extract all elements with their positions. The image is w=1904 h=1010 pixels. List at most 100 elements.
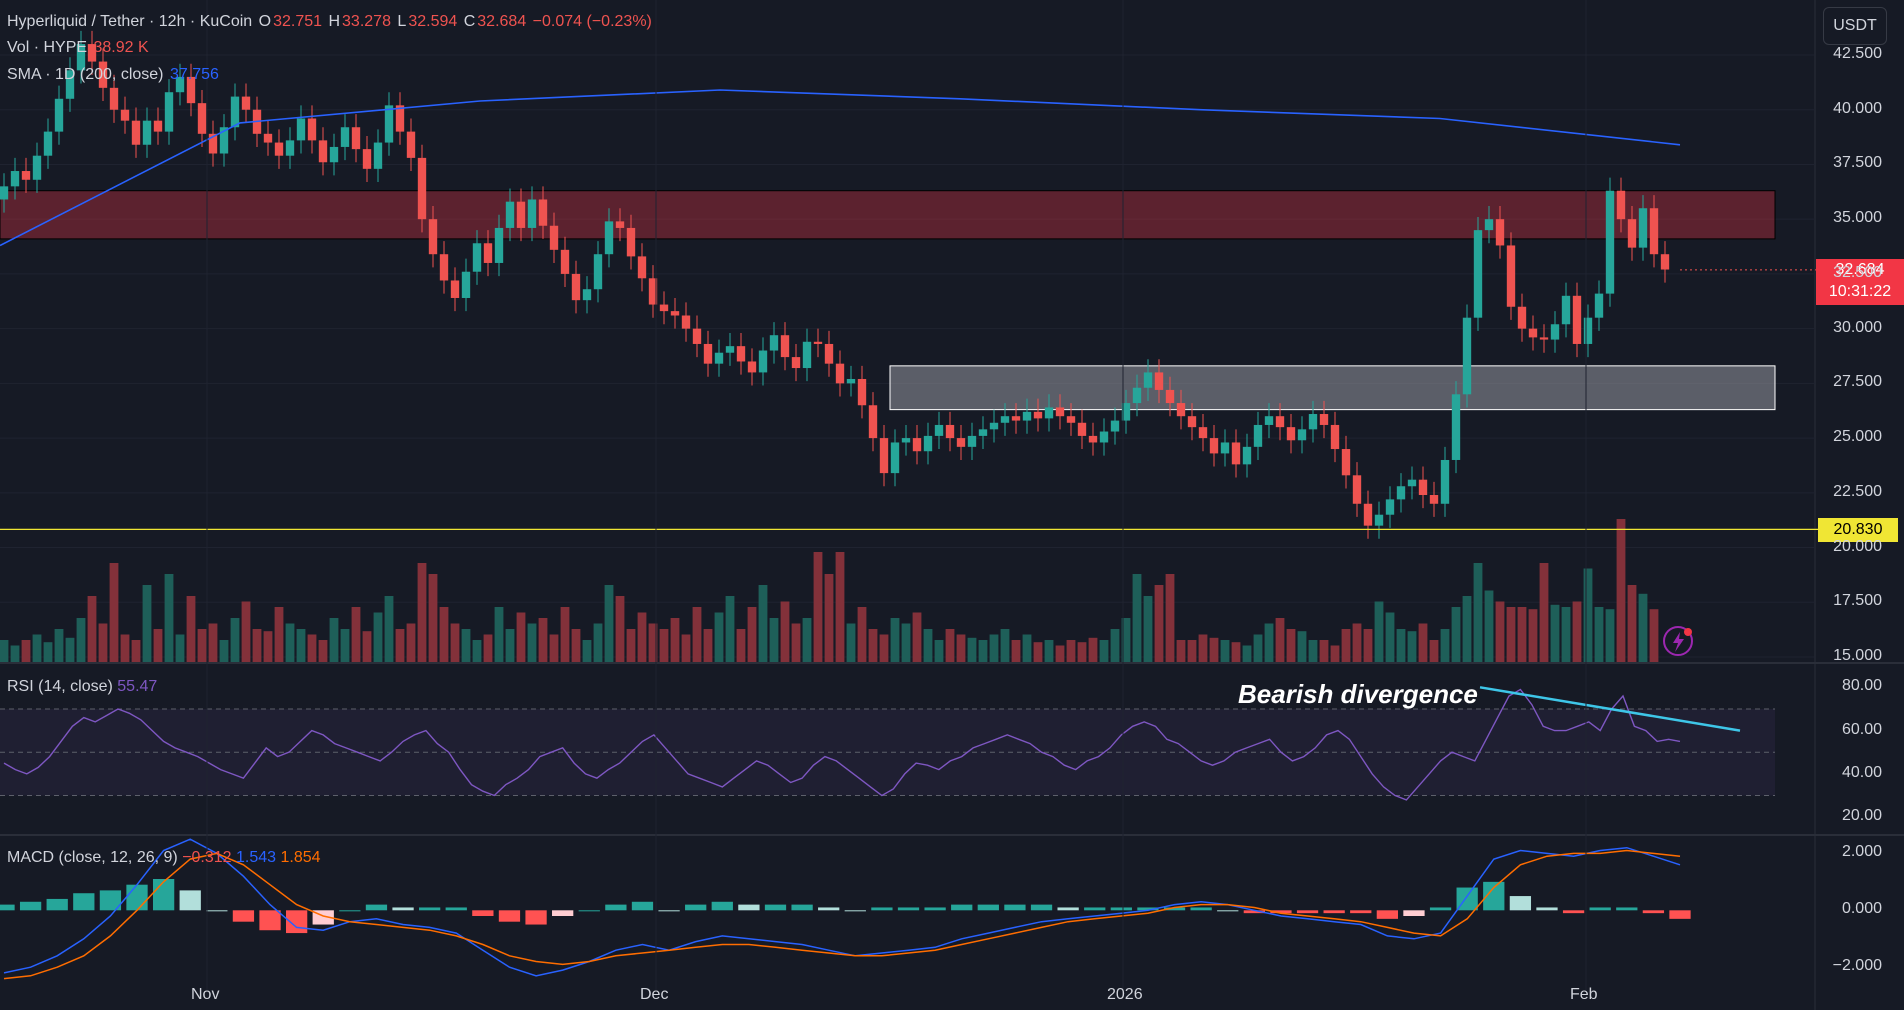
candle-body [967, 435, 977, 447]
last-price-tag: 32.684 10:31:22 [1816, 259, 1904, 305]
candle-body [54, 98, 64, 132]
macd-histogram-bar [419, 907, 441, 911]
price-tick-label: 15.000 [1833, 647, 1882, 664]
candle-body [923, 435, 933, 452]
price-tick-label: 37.500 [1833, 154, 1882, 172]
candle-body [758, 350, 768, 373]
candle-body [1077, 422, 1087, 436]
divergence-annotation: Bearish divergence [1238, 679, 1478, 709]
sma-label[interactable]: SMA · 1D (200, close) [7, 66, 164, 83]
volume-bar [1561, 607, 1571, 662]
candle-body [494, 227, 504, 263]
candle-body [791, 357, 801, 369]
macd-histogram-bar [126, 884, 148, 911]
macd-histogram-bar [525, 910, 547, 925]
volume-bar [54, 629, 64, 662]
currency-button[interactable]: USDT [1823, 7, 1887, 45]
macd-histogram-bar [977, 904, 999, 911]
candle-body [824, 343, 834, 364]
macd-histogram-bar [1243, 910, 1265, 914]
volume-bar [362, 631, 372, 662]
candle-body [1605, 190, 1615, 294]
candle-body [395, 105, 405, 132]
volume-bar [780, 601, 790, 662]
volume-bar [1506, 607, 1516, 662]
macd-histogram-bar [179, 890, 201, 911]
candle-body [681, 315, 691, 329]
macd-label[interactable]: MACD (close, 12, 26, 9) [7, 849, 178, 866]
macd-histogram-bar [1483, 881, 1505, 911]
volume-bar [1352, 623, 1362, 662]
volume-bar [1319, 640, 1329, 662]
candle-body [1451, 394, 1461, 460]
volume-bar [956, 634, 966, 662]
macd-histogram-bar [445, 907, 467, 911]
candle-body [164, 92, 174, 132]
symbol-label[interactable]: Hyperliquid / Tether · 12h · KuCoin [7, 13, 253, 30]
candle-body [1000, 416, 1010, 423]
candle-body [1341, 449, 1351, 476]
resistance-zone [0, 190, 1776, 240]
volume-bar [1077, 642, 1087, 662]
candle-body [318, 140, 328, 163]
macd-histogram-bar [0, 904, 15, 911]
candle-body [1099, 431, 1109, 443]
volume-bar [494, 607, 504, 662]
candle-body [835, 363, 845, 384]
macd-tick-label: 2.000 [1841, 843, 1882, 861]
volume-bar [120, 634, 130, 662]
volume-label[interactable]: Vol · HYPE [7, 39, 88, 56]
macd-histogram-bar [392, 907, 414, 911]
volume-bar [1374, 601, 1384, 662]
candle-body [725, 346, 735, 353]
macd-histogram-bar [764, 904, 787, 911]
volume-bar [241, 601, 251, 662]
macd-histogram-bar [1562, 910, 1585, 914]
macd-histogram-bar [1642, 910, 1665, 914]
volume-bar [1550, 604, 1560, 662]
volume-bar [1176, 640, 1186, 662]
volume-bar [560, 607, 570, 662]
volume-bar [1198, 634, 1208, 662]
macd-histogram-bar [844, 910, 866, 912]
candle-body [274, 142, 284, 156]
volume-bar [637, 612, 647, 662]
candle-body [945, 424, 955, 439]
volume-bar [1088, 637, 1098, 662]
candle-body [692, 328, 702, 344]
volume-bar [186, 596, 196, 662]
rsi-value: 55.47 [117, 678, 158, 695]
close-value: 32.684 [477, 13, 527, 30]
rsi-label[interactable]: RSI (14, close) [7, 678, 113, 695]
candle-body [582, 289, 592, 301]
macd-histogram-bar [1616, 907, 1638, 911]
volume-bar [714, 612, 724, 662]
macd-histogram-bar [73, 893, 95, 911]
volume-bar [1187, 640, 1197, 662]
volume-bar [945, 629, 955, 662]
ohlc-legend: Hyperliquid / Tether · 12h · KuCoin O 32.… [7, 13, 654, 31]
volume-bar [1044, 640, 1054, 662]
candle-body [527, 199, 537, 228]
candle-body [1242, 446, 1252, 465]
macd-histogram-bar [232, 910, 255, 922]
open-label: O [258, 13, 272, 30]
price-tick-label: 27.500 [1833, 373, 1882, 391]
candle-body [637, 256, 647, 279]
volume-bar [439, 607, 449, 662]
volume-bar [1099, 640, 1109, 662]
candle-body [1066, 416, 1076, 423]
volume-bar [1616, 519, 1626, 662]
volume-bar [296, 629, 306, 662]
price-tick-label: 40.000 [1833, 99, 1882, 117]
price-tick-label: 32.500 [1833, 263, 1882, 281]
volume-bar [736, 629, 746, 662]
candle-body [1264, 416, 1274, 425]
macd-line [3, 838, 1681, 977]
candle-body [1143, 372, 1153, 388]
volume-bar [1627, 585, 1637, 662]
volume-bar [1363, 629, 1373, 662]
candle-body [1374, 514, 1384, 526]
volume-bar [857, 607, 867, 662]
